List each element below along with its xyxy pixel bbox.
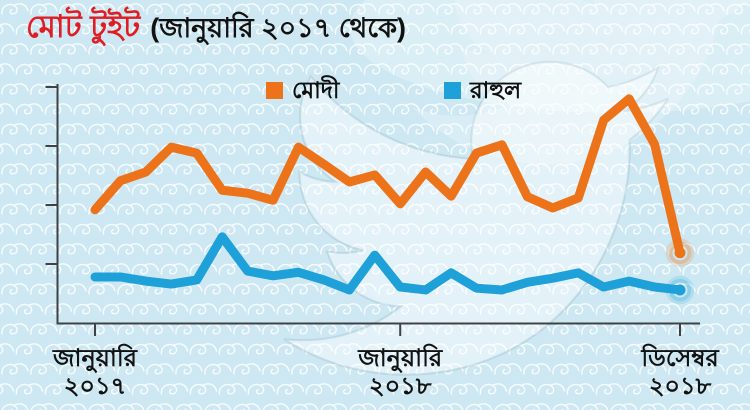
modi-series-line <box>90 94 685 258</box>
legend-item-modi: মোদী <box>266 77 340 103</box>
legend-swatch-modi-icon <box>266 81 283 99</box>
series-lines <box>90 94 695 305</box>
rahul-end-marker-ring <box>668 278 692 302</box>
title-subtitle: (জানুয়ারি ২০১৭ থেকে) <box>150 13 406 43</box>
x-tick-label: জানুয়ারি ২০১৭ <box>52 343 138 400</box>
rahul-end-marker-halo <box>665 275 695 305</box>
legend-item-rahul: রাহুল <box>444 77 522 103</box>
modi-end-marker-dot <box>674 247 686 259</box>
legend-label-modi: মোদী <box>292 77 340 103</box>
modi-end-marker-halo <box>665 238 695 268</box>
legend-label-rahul: রাহুল <box>470 77 522 103</box>
axes <box>45 84 700 336</box>
x-tick-label: জানুয়ারি ২০১৮ <box>357 343 443 400</box>
rahul-series-line <box>90 232 685 295</box>
rahul-end-marker-dot <box>674 284 686 296</box>
chart-legend: মোদী রাহুল <box>0 79 750 103</box>
legend-swatch-rahul-icon <box>444 81 461 99</box>
title-main: মোট টুইট <box>26 9 141 44</box>
page-title: মোট টুইট (জানুয়ারি ২০১৭ থেকে) <box>26 9 406 44</box>
modi-end-marker-ring <box>668 241 692 265</box>
x-axis-labels: জানুয়ারি ২০১৭ জানুয়ারি ২০১৮ ডিসেম্বর ২০১৮ <box>52 343 719 400</box>
x-tick-label: ডিসেম্বর ২০১৮ <box>640 343 719 400</box>
